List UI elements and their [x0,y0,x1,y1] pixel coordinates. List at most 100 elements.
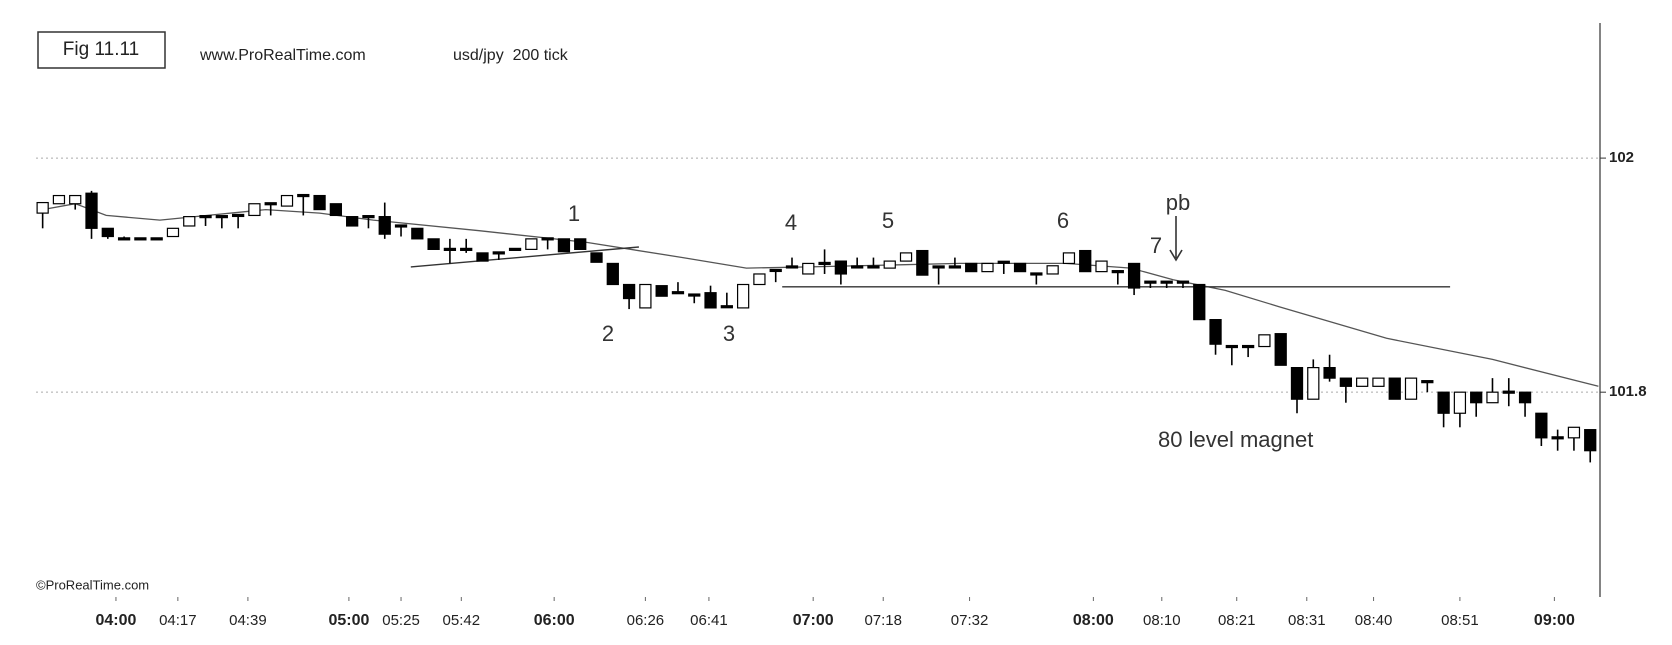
annotation: 2 [602,321,614,346]
candle-body [671,291,685,295]
candle-body [1127,262,1141,289]
candle-body [1535,412,1548,439]
candle-body [981,262,994,273]
candle-body [346,216,359,227]
candle-body [508,247,522,251]
candle-body [867,265,880,269]
trend-line [410,246,639,268]
candle-body [1584,429,1597,452]
candle-body [965,262,978,273]
candle-body [231,213,245,218]
annotation: 6 [1057,208,1069,233]
candle-body [932,265,945,269]
candle-body [1013,262,1027,273]
candle-body [1111,270,1124,274]
candle-body [997,260,1010,264]
candle-body [248,203,261,217]
candle-body [166,227,180,238]
candle-body [36,201,49,214]
candle-body [85,192,98,229]
annotation: 3 [723,321,735,346]
candle-body [916,249,929,276]
candle-body [492,251,505,255]
x-tick-label: 08:40 [1355,612,1393,629]
candle-body [199,215,212,219]
candle-body [834,260,848,275]
candle-body [688,293,701,297]
candle-body [1437,391,1450,414]
candle-body [52,194,66,205]
candle-body [1551,436,1564,440]
candle-body [1356,377,1369,387]
candle-body [101,227,114,238]
candle-body [1030,272,1043,276]
chart-title: Fig 11.11 [63,39,139,60]
y-tick-label: 101.8 [1609,383,1647,400]
candle-body [117,237,131,241]
candle-body [1241,344,1255,349]
candle-body [1274,333,1287,366]
candle-body [525,238,538,250]
x-tick-label: 06:00 [534,612,575,629]
annotation: 5 [882,208,894,233]
x-tick-label: 04:00 [95,612,136,629]
y-tick-label: 102 [1609,149,1634,166]
candle-body [443,247,457,251]
x-tick-label: 06:41 [690,612,728,629]
candle-body [1388,377,1401,400]
x-tick-label: 07:00 [793,612,834,629]
candle-body [655,285,668,297]
candle-body [280,194,294,207]
candle-body [606,262,619,286]
candle-body [720,305,733,309]
candle-body [411,227,424,240]
x-tick-label: 08:10 [1143,612,1181,629]
candle-body [769,268,782,273]
title-box [37,31,166,69]
x-tick-label: 07:32 [951,612,989,629]
candle-body [753,273,766,286]
candle-body [394,224,408,228]
annotation: 80 level magnet [1158,427,1313,452]
x-tick-label: 05:00 [328,612,369,629]
candle-body [785,265,799,269]
x-tick-label: 05:42 [443,612,481,629]
candle-body [264,202,277,206]
x-tick-label: 05:25 [382,612,420,629]
candle-body [1290,367,1304,400]
candle-body [1046,265,1059,275]
candle-body [1339,377,1353,387]
candle-body [1160,280,1173,284]
candle-body [851,265,864,269]
x-tick-label: 08:21 [1218,612,1256,629]
x-tick-label: 07:18 [864,612,902,629]
candle-body [378,216,391,235]
candle-body [590,252,603,263]
candle-body [297,193,310,198]
moving-average [42,203,1599,387]
x-tick-label: 06:26 [627,612,665,629]
candle-body [1062,252,1076,265]
candle-body [460,247,473,251]
candle-body [557,238,571,253]
candle-body [1079,249,1092,273]
annotation: 7 [1150,233,1162,258]
candle-body [1518,391,1532,404]
candle-body [1421,380,1434,384]
candle-body [1502,390,1515,394]
candle-body [183,216,196,227]
source: www.ProRealTime.com [199,47,366,64]
candle-body [150,237,163,241]
candle-body [1453,391,1467,414]
candle-body [802,262,815,275]
x-tick-label: 09:00 [1534,612,1575,629]
arrow-head [1169,249,1183,262]
candle-body [329,203,343,217]
candle-body [883,260,896,269]
x-tick-label: 04:39 [229,612,267,629]
candle-body [476,252,489,262]
candle-body [215,215,228,219]
x-tick-label: 08:51 [1441,612,1479,629]
candle-body [1486,391,1499,404]
